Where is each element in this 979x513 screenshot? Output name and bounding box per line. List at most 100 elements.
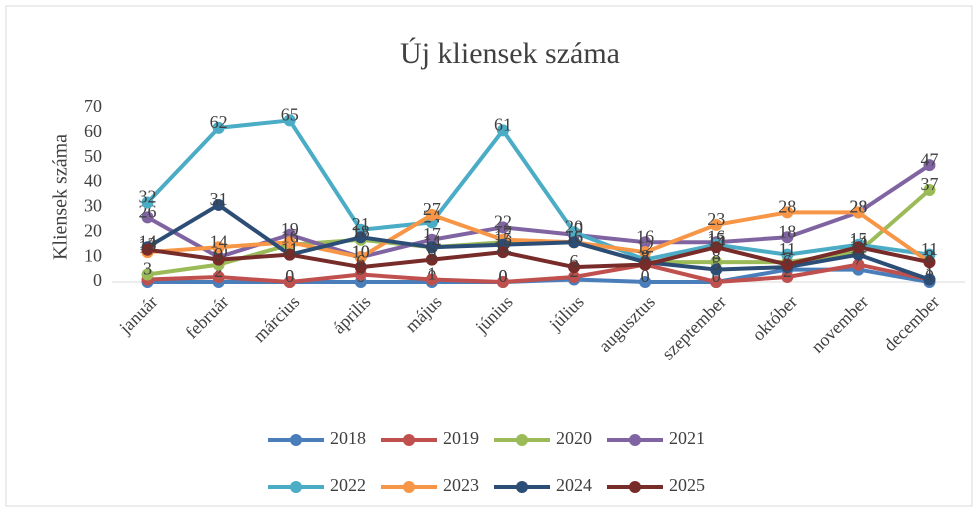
legend-label: 2018	[330, 428, 366, 448]
data-label: 21	[352, 214, 370, 234]
data-point	[283, 236, 296, 249]
legend-marker	[403, 434, 415, 446]
data-label: 7	[783, 249, 792, 269]
data-point	[141, 268, 154, 281]
data-point	[639, 258, 652, 271]
data-label: 0	[641, 266, 650, 286]
data-label: 8	[641, 246, 650, 266]
data-label: 16	[281, 226, 299, 246]
data-point	[496, 221, 509, 234]
data-label: 1	[925, 264, 934, 284]
legend-label: 2020	[556, 428, 592, 448]
data-point	[781, 248, 794, 261]
data-label: 26	[139, 201, 157, 221]
data-point	[354, 261, 367, 274]
legend-label: 2023	[443, 475, 479, 495]
data-label: 37	[920, 174, 938, 194]
data-label: 0	[712, 266, 721, 286]
legend-marker	[290, 481, 302, 493]
data-label: 23	[707, 209, 725, 229]
legend-label: 2025	[669, 475, 705, 495]
data-label: 17	[423, 224, 441, 244]
data-point	[141, 211, 154, 224]
data-point	[710, 218, 723, 231]
data-point	[781, 258, 794, 271]
data-label: 8	[712, 246, 721, 266]
data-label: 2	[214, 261, 223, 281]
data-label: 27	[423, 199, 441, 219]
data-label: 0	[285, 266, 294, 286]
series-line	[146, 163, 931, 260]
series-line	[146, 118, 930, 262]
data-label: 18	[778, 221, 796, 241]
data-label: 20	[565, 216, 583, 236]
data-point	[212, 271, 225, 284]
y-axis-label: Kliensek száma	[50, 134, 72, 260]
legend-marker	[403, 481, 415, 493]
y-tick-label: 0	[93, 270, 102, 290]
data-point	[212, 241, 225, 254]
data-point	[568, 226, 581, 239]
data-label: 3	[143, 259, 152, 279]
data-point	[212, 253, 225, 266]
y-tick-label: 50	[84, 146, 102, 166]
data-label: 5	[712, 254, 721, 274]
data-point	[141, 196, 154, 209]
data-point	[923, 184, 936, 197]
data-label: 47	[920, 149, 938, 169]
data-point	[639, 246, 652, 259]
data-point	[425, 241, 438, 254]
data-label: 61	[494, 114, 512, 134]
data-point	[710, 276, 723, 288]
series-line	[147, 210, 931, 264]
data-label: 28	[849, 197, 867, 217]
legend-label: 2024	[556, 475, 592, 495]
data-label: 14	[849, 231, 867, 251]
data-label: 12	[494, 236, 512, 256]
data-label: 32	[139, 187, 157, 207]
data-label: 22	[494, 211, 512, 231]
data-label: 6	[570, 251, 579, 271]
data-point	[781, 231, 794, 244]
data-label: 6	[356, 251, 365, 271]
data-point	[639, 276, 652, 288]
legend-label: 2021	[669, 428, 705, 448]
data-label: 17	[494, 224, 512, 244]
y-tick-label: 30	[84, 196, 102, 216]
data-point	[639, 236, 652, 249]
legend-marker	[629, 481, 641, 493]
data-label: 9	[427, 244, 436, 264]
data-label: 65	[281, 105, 299, 125]
data-point	[852, 258, 865, 271]
data-label: 1	[427, 264, 436, 284]
data-label: 19	[281, 219, 299, 239]
y-tick-label: 60	[84, 121, 102, 141]
data-point	[568, 261, 581, 274]
data-label: 16	[636, 226, 654, 246]
data-label: 13	[139, 234, 157, 254]
data-point	[212, 121, 225, 134]
data-label: 8	[925, 246, 934, 266]
series-line	[146, 202, 931, 282]
data-point	[923, 256, 936, 269]
data-point	[923, 159, 936, 172]
data-point	[283, 248, 296, 261]
data-point	[425, 253, 438, 266]
data-point	[852, 241, 865, 254]
data-point	[568, 236, 581, 249]
data-point	[496, 124, 509, 137]
y-tick-label: 40	[84, 171, 102, 191]
data-label: 14	[210, 231, 228, 251]
data-label: 62	[210, 112, 228, 132]
data-label: 11	[779, 239, 796, 259]
data-label: 18	[352, 221, 370, 241]
data-label: 11	[281, 239, 298, 259]
data-point	[354, 231, 367, 244]
data-point	[496, 276, 509, 288]
data-point	[852, 206, 865, 219]
chart-title: Új kliensek száma	[400, 37, 620, 70]
data-point	[283, 114, 296, 127]
data-point	[212, 198, 225, 211]
data-point	[710, 263, 723, 276]
